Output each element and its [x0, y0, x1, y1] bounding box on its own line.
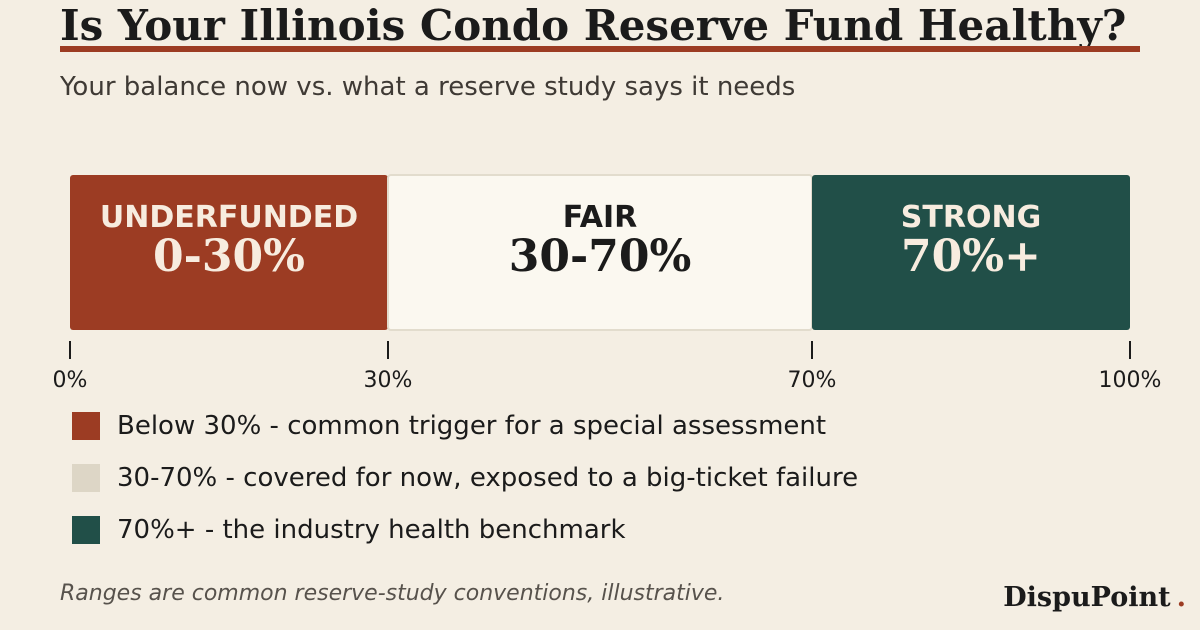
brand-dot: .	[1176, 582, 1186, 613]
page-title: Is Your Illinois Condo Reserve Fund Heal…	[60, 1, 1127, 50]
axis-tick-label-70: 70%	[788, 368, 837, 393]
segment-bar-strong	[812, 175, 1130, 330]
legend-item-underfunded: Below 30% - common trigger for a special…	[72, 400, 858, 452]
legend-item-fair: 30-70% - covered for now, exposed to a b…	[72, 452, 858, 504]
legend-label-underfunded: Below 30% - common trigger for a special…	[117, 411, 827, 441]
segment-range-underfunded: 0-30%	[153, 231, 305, 282]
legend-swatch-strong	[72, 516, 100, 544]
brand-name: DispuPoint	[1003, 582, 1171, 613]
segment-label-underfunded: UNDERFUNDED	[100, 200, 358, 235]
legend-swatch-fair	[72, 464, 100, 492]
segment-label-fair: FAIR	[563, 200, 638, 235]
axis-tick-label-100: 100%	[1099, 368, 1162, 393]
legend-swatch-underfunded	[72, 412, 100, 440]
axis-tick-label-0: 0%	[53, 368, 88, 393]
segment-range-strong: 70%+	[901, 231, 1041, 282]
footnote: Ranges are common reserve-study conventi…	[60, 581, 725, 606]
axis-tick-label-30: 30%	[364, 368, 413, 393]
legend-label-fair: 30-70% - covered for now, exposed to a b…	[117, 463, 859, 493]
title-underline	[60, 46, 1140, 52]
legend-label-strong: 70%+ - the industry health benchmark	[117, 515, 626, 545]
segment-bar-underfunded	[70, 175, 388, 330]
legend-item-strong: 70%+ - the industry health benchmark	[72, 504, 858, 556]
brand-logo: DispuPoint.	[1003, 582, 1186, 613]
segment-label-strong: STRONG	[901, 200, 1041, 235]
segment-range-fair: 30-70%	[509, 231, 692, 282]
chart-legend: Below 30% - common trigger for a special…	[72, 400, 858, 556]
page-subtitle: Your balance now vs. what a reserve stud…	[60, 72, 796, 102]
